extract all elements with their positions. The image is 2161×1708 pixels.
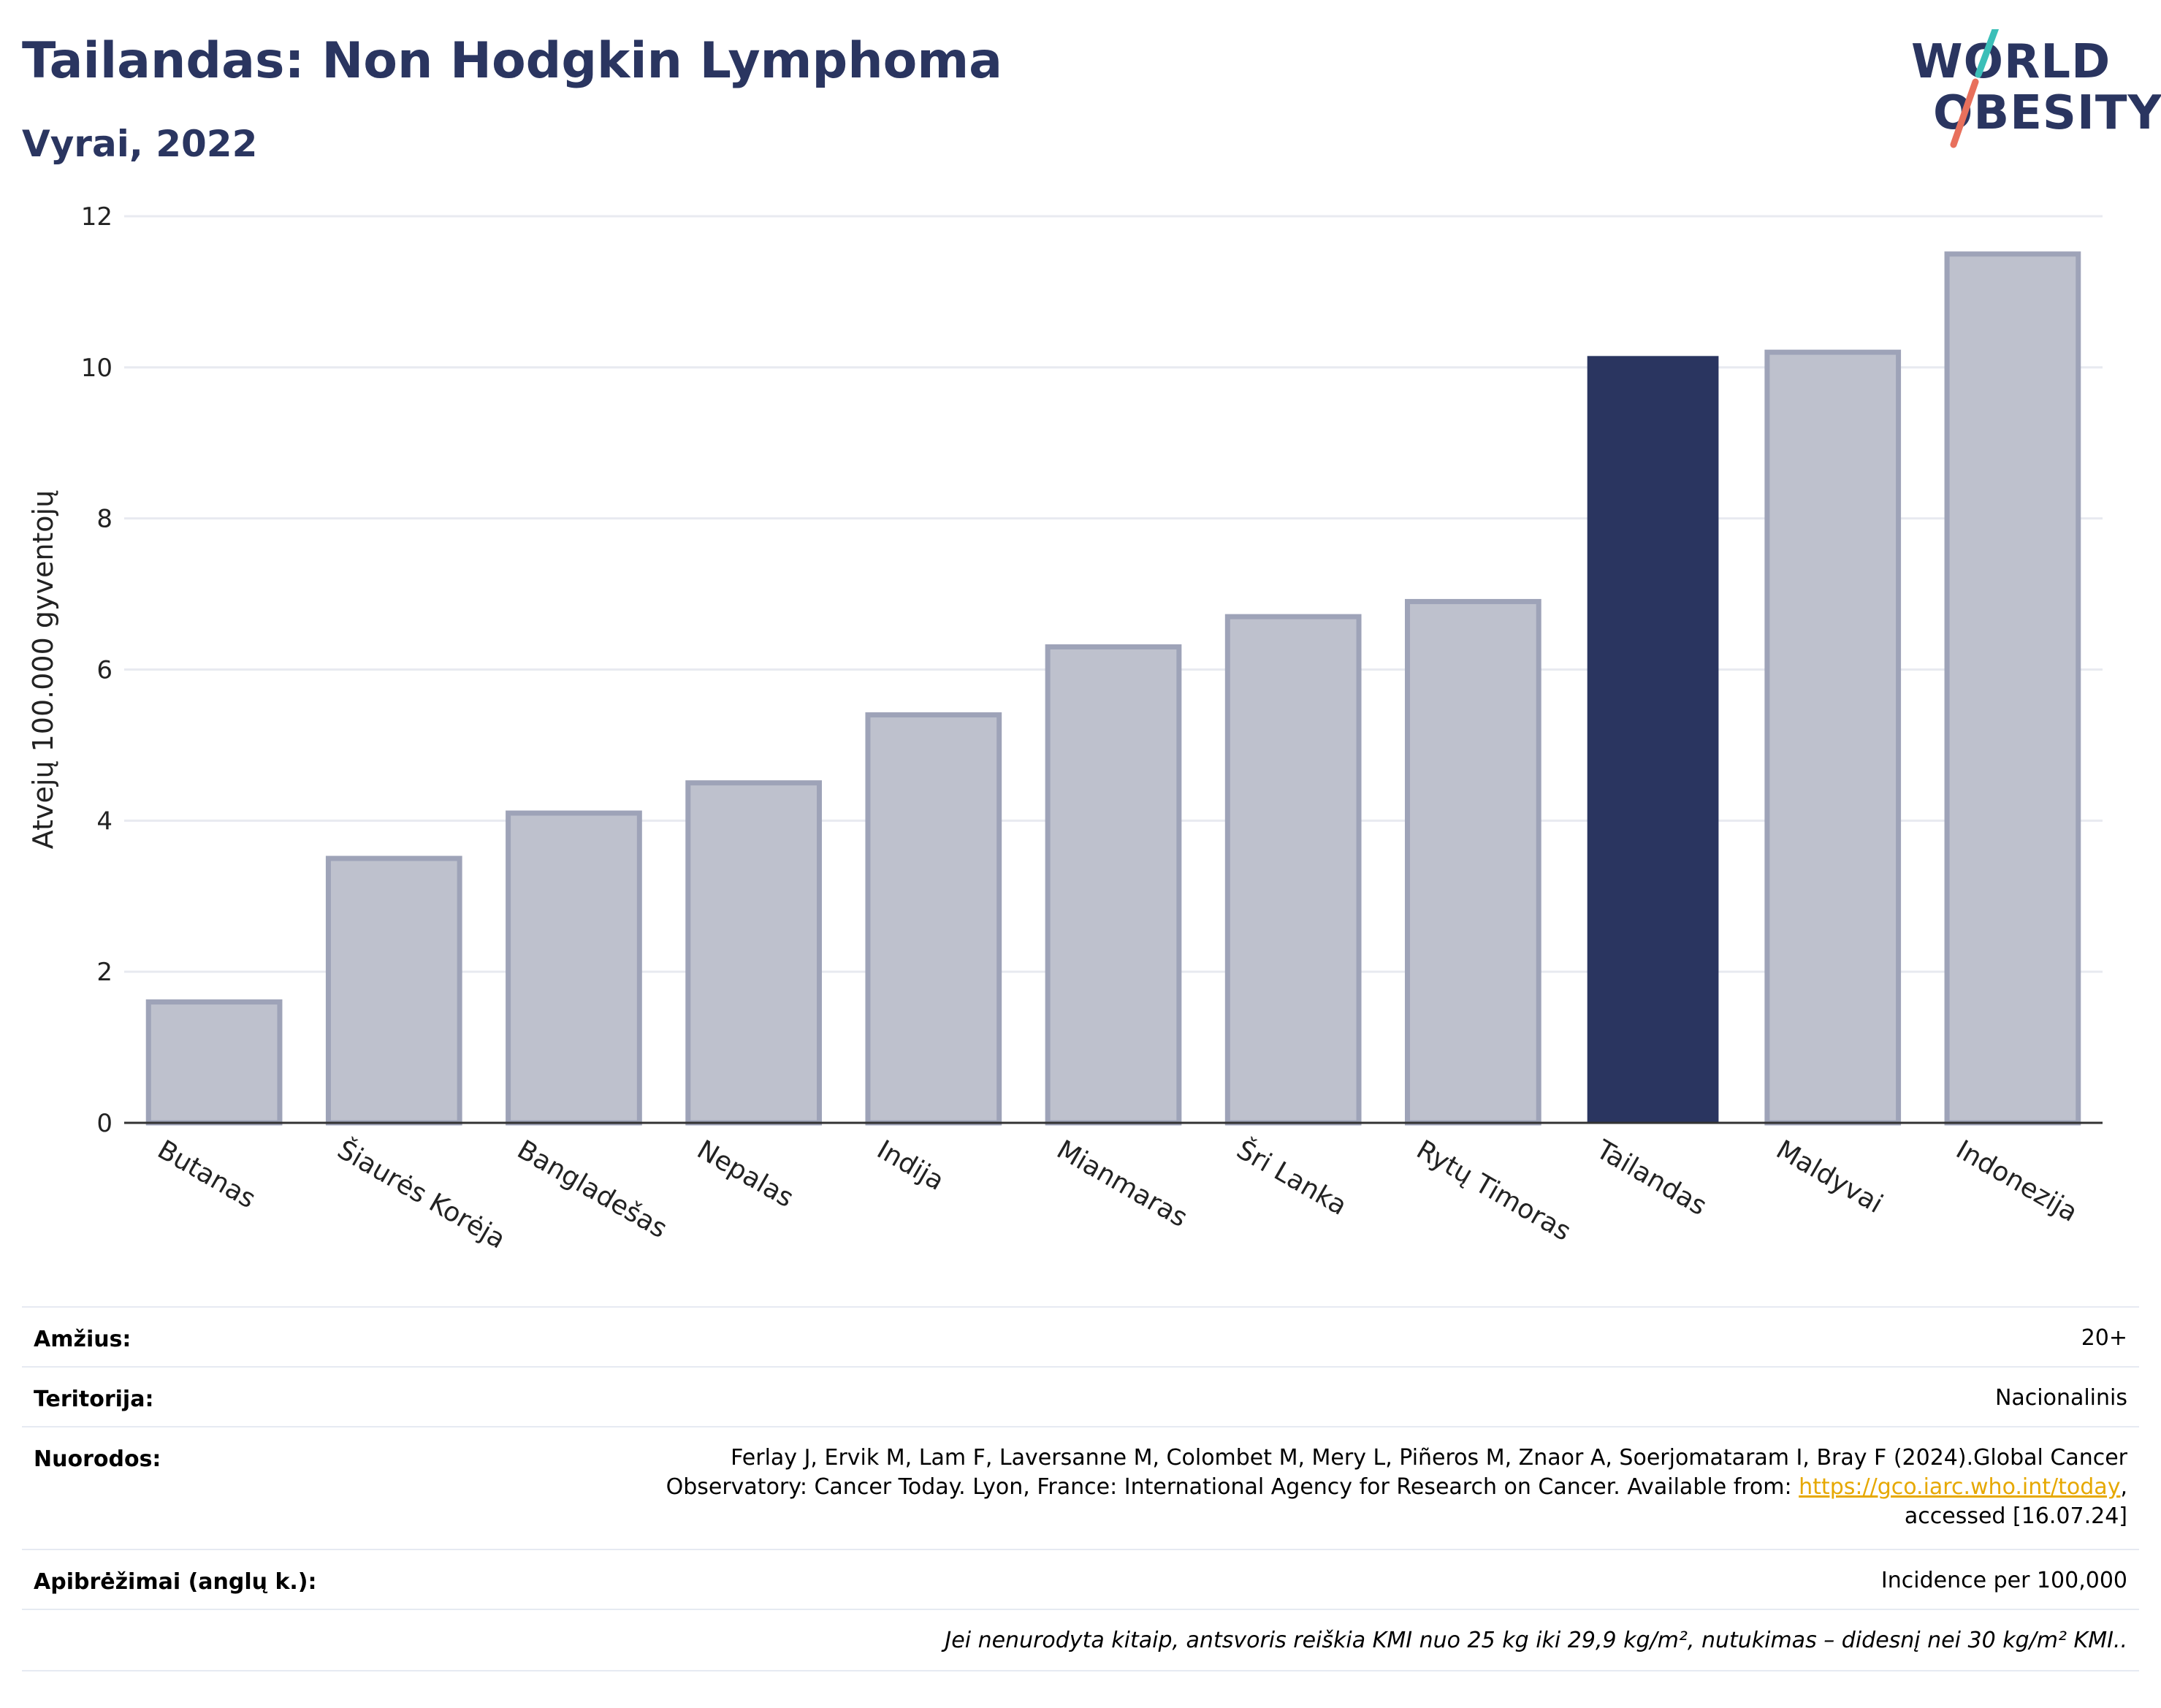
y-tick-label: 12	[81, 202, 113, 232]
bar-8	[1587, 356, 1719, 1124]
meta-row-age: Amžius: 20+	[22, 1306, 2139, 1368]
age-label: Amžius:	[34, 1327, 132, 1352]
page-subtitle: Vyrai, 2022	[22, 123, 258, 165]
bar-4	[865, 712, 1002, 1126]
y-tick-label: 0	[96, 1109, 113, 1138]
bar-7	[1405, 598, 1541, 1126]
x-tick-label: Butanas	[153, 1135, 261, 1214]
references-value: Ferlay J, Ervik M, Lam F, Laversanne M, …	[666, 1444, 2127, 1531]
page-title: Tailandas: Non Hodgkin Lymphoma	[22, 32, 1003, 90]
bar-9	[1764, 349, 1902, 1126]
bar-2	[506, 810, 642, 1126]
logo-line-1: WORLD	[1911, 35, 2111, 89]
references-line-2-end: ,	[2120, 1474, 2127, 1500]
logo-slash-icon	[1950, 29, 2000, 148]
x-tick-label: Šri Lanka	[1232, 1134, 1352, 1221]
x-tick-label: Indonezija	[1951, 1135, 2082, 1228]
meta-row-note: Jei nenurodyta kitaip, antsvoris reiškia…	[22, 1609, 2139, 1671]
bar-0	[145, 999, 283, 1126]
x-tick-label: Šiaurės Korėja	[332, 1134, 511, 1254]
territory-value: Nacionalinis	[1994, 1385, 2127, 1411]
definitions-label: Apibrėžimai (anglų k.):	[34, 1569, 317, 1595]
references-line-3: accessed [16.07.24]	[1904, 1503, 2127, 1529]
references-line-1: Ferlay J, Ervik M, Lam F, Laversanne M, …	[731, 1445, 2127, 1471]
y-tick-label: 6	[96, 656, 113, 685]
y-tick-label: 2	[96, 958, 113, 987]
y-tick-label: 10	[81, 354, 113, 383]
bar-5	[1045, 644, 1182, 1126]
references-label: Nuorodos:	[34, 1446, 161, 1472]
references-line-2: Observatory: Cancer Today. Lyon, France:…	[666, 1473, 2127, 1502]
y-tick-label: 8	[96, 505, 113, 534]
y-axis-label: Atvejų 100.000 gyventojų	[27, 490, 59, 849]
x-tick-label: Maldyvai	[1771, 1135, 1888, 1219]
x-tick-label: Indija	[872, 1135, 949, 1197]
bar-chart: 0 2 4 6 8 10 12 Atvejų 100.000 gyventojų Butanas…	[27, 202, 2103, 1255]
references-link[interactable]: https://gco.iarc.who.int/today	[1799, 1474, 2121, 1500]
x-tick-label: Mianmaras	[1052, 1135, 1193, 1233]
bar-3	[685, 780, 822, 1126]
meta-row-territory: Teritorija: Nacionalinis	[22, 1366, 2139, 1427]
territory-label: Teritorija:	[34, 1387, 154, 1412]
x-tick-label: Tailandas	[1590, 1135, 1712, 1221]
references-line-2-text: Observatory: Cancer Today. Lyon, France:…	[666, 1474, 1799, 1500]
meta-row-references: Nuorodos: Ferlay J, Ervik M, Lam F, Lave…	[22, 1426, 2139, 1550]
footnote: Jei nenurodyta kitaip, antsvoris reiškia…	[945, 1628, 2127, 1653]
bar-6	[1224, 614, 1362, 1126]
age-value: 20+	[2081, 1325, 2127, 1351]
bar-1	[325, 855, 462, 1126]
x-tick-label: Bangladešas	[512, 1135, 672, 1244]
meta-row-definitions: Apibrėžimai (anglų k.): Incidence per 10…	[22, 1549, 2139, 1610]
x-tick-label: Rytų Timoras	[1411, 1135, 1576, 1247]
bar-10	[1944, 251, 2081, 1126]
x-tick-label: Nepalas	[692, 1135, 799, 1213]
definitions-value: Incidence per 100,000	[1880, 1568, 2127, 1593]
world-obesity-logo: WORLD OBESITY	[1899, 29, 2161, 153]
y-tick-label: 4	[96, 807, 113, 836]
